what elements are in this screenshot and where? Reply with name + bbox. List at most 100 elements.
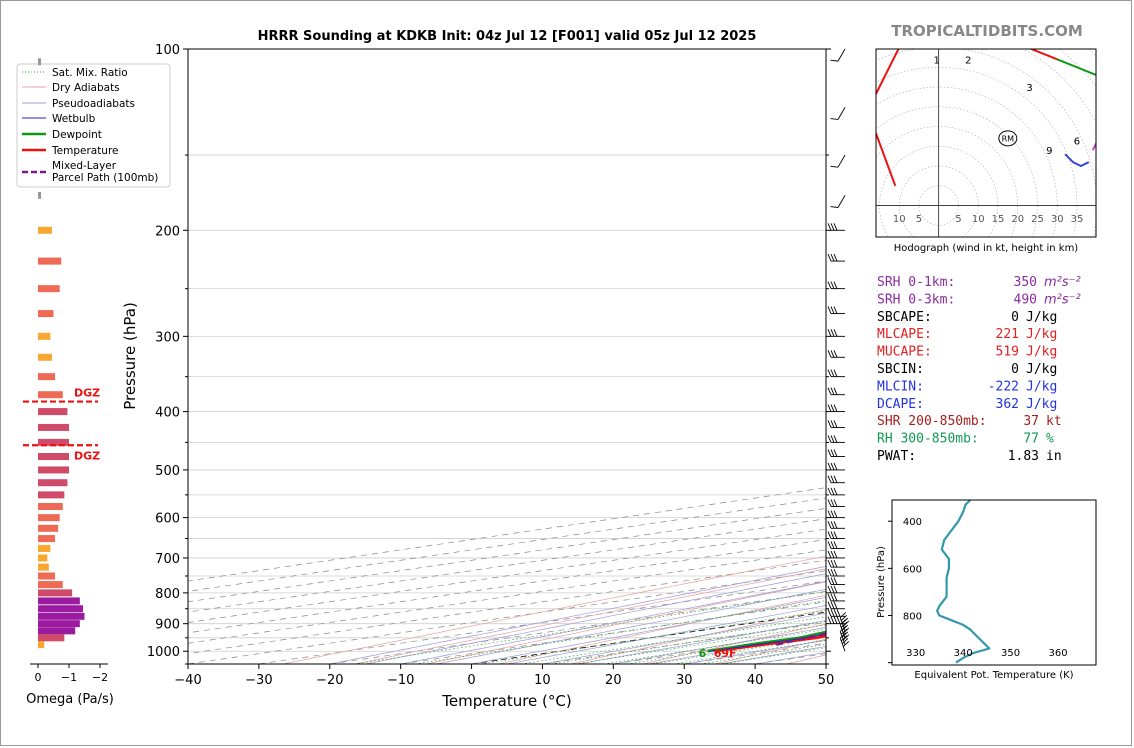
y-tick-label: 700 xyxy=(155,552,180,567)
omega-panel: DGZ DGZ 0 −1 −2 Omega (Pa/s) xyxy=(23,58,114,707)
mixing-ratio-line xyxy=(603,628,826,664)
isotherm-line xyxy=(188,487,826,582)
skewt-plot-frame xyxy=(187,48,827,665)
mixing-ratio-line xyxy=(415,600,826,664)
theta-e-y-tick-label: 400 xyxy=(903,517,922,528)
stat-unit: kt xyxy=(1046,414,1062,429)
wind-barb xyxy=(827,609,845,617)
omega-bar xyxy=(38,524,59,532)
wind-barb xyxy=(839,619,850,638)
stat-label: RH 300-850mb: xyxy=(877,432,979,447)
wind-barb xyxy=(827,223,845,231)
wind-barb xyxy=(827,281,845,290)
omega-bar xyxy=(38,332,51,340)
stat-row: MLCIN: -222 J/kg xyxy=(877,379,1057,394)
stat-label: SBCAPE: xyxy=(877,310,932,325)
x-tick-label: −30 xyxy=(245,673,272,688)
y-tick-label: 100 xyxy=(155,43,180,58)
legend-entry: Dewpoint xyxy=(22,129,102,141)
stat-row: SRH 0-3km: 490 m²s⁻² xyxy=(877,292,1081,307)
legend-box xyxy=(16,63,171,188)
dry-adiabat xyxy=(1074,49,1134,664)
y-tick-label: 400 xyxy=(155,406,180,421)
stat-unit: J/kg xyxy=(1026,310,1057,325)
stat-row: SHR 200-850mb: 37 kt xyxy=(877,414,1062,429)
hodo-height-label: 6 xyxy=(1074,136,1080,147)
stat-label: MUCAPE: xyxy=(877,345,932,360)
omega-tick-label: −2 xyxy=(92,671,108,684)
stat-label: PWAT: xyxy=(877,449,916,464)
hodo-trace xyxy=(1091,141,1096,151)
dry-adiabat xyxy=(570,608,826,664)
x-axis-label: Temperature (°C) xyxy=(441,692,571,710)
moist-adiabat xyxy=(577,620,826,664)
theta-e-panel: 330 340 350 360 400 600 800 Equivalent Pot. Tem… xyxy=(876,499,1097,681)
stat-value: 362 xyxy=(996,397,1019,412)
theta-e-y-label: Pressure (hPa) xyxy=(876,546,887,618)
wind-barb xyxy=(827,449,845,457)
mixing-ratio-line xyxy=(652,636,826,664)
stat-value: 350 xyxy=(1014,275,1037,290)
omega-bar xyxy=(38,373,56,381)
stat-row: MUCAPE: 519 J/kg xyxy=(877,345,1057,360)
wind-barb xyxy=(827,329,845,337)
wind-barb xyxy=(827,510,845,519)
omega-bar xyxy=(38,503,63,511)
hodo-frame xyxy=(875,48,1097,238)
dry-adiabat xyxy=(354,568,826,664)
storm-motion-marker xyxy=(998,130,1018,147)
y-tick-label: 300 xyxy=(155,330,180,345)
stat-value: 0 xyxy=(1011,310,1019,325)
surface-dewpoint-label: 6 xyxy=(699,647,707,660)
wind-barb xyxy=(827,435,845,443)
stat-unit: m²s⁻² xyxy=(1044,292,1081,307)
x-tick-label: −40 xyxy=(174,673,201,688)
theta-e-x-label: Equivalent Pot. Temperature (K) xyxy=(914,670,1073,681)
wind-barb xyxy=(827,531,845,540)
omega-axis-label: Omega (Pa/s) xyxy=(26,692,114,707)
hodo-ring-label: 5 xyxy=(955,214,961,225)
wind-barb xyxy=(830,48,846,62)
omega-bar xyxy=(38,191,42,199)
omega-bar xyxy=(38,572,56,580)
stat-value: 37 xyxy=(1023,414,1039,429)
x-tick-label: 50 xyxy=(818,673,835,688)
omega-bar xyxy=(38,453,69,461)
omega-bar xyxy=(38,310,54,318)
wind-barb xyxy=(827,462,845,471)
theta-e-profile xyxy=(935,499,991,664)
surface-temperature-label: 69F xyxy=(714,647,737,660)
hodo-ring-label: 25 xyxy=(1031,214,1044,225)
stat-value: -222 xyxy=(988,379,1019,394)
omega-bar xyxy=(38,605,83,613)
stat-unit: m²s⁻² xyxy=(1044,275,1081,290)
legend-label: Wetbulb xyxy=(52,113,96,125)
omega-bar xyxy=(38,257,62,265)
isotherm-line xyxy=(188,497,826,592)
site-watermark: TROPICALTIDBITS.COM xyxy=(891,22,1083,40)
mixing-ratio-line xyxy=(575,624,826,664)
stat-value: 221 xyxy=(996,327,1019,342)
hodo-ring-label: 20 xyxy=(1011,214,1024,225)
stat-label: DCAPE: xyxy=(877,397,924,412)
y-axis-label: Pressure (hPa) xyxy=(121,302,139,410)
stat-unit: in xyxy=(1046,449,1062,464)
legend-label: Parcel Path (100mb) xyxy=(52,172,158,184)
mixing-ratio-line xyxy=(480,610,826,664)
wind-barb xyxy=(827,404,845,413)
theta-e-x-tick-label: 340 xyxy=(954,648,973,659)
theta-e-x-tick-label: 350 xyxy=(1001,648,1020,659)
stat-row: DCAPE: 362 J/kg xyxy=(877,397,1057,412)
isotherm-line xyxy=(825,663,826,664)
moist-adiabat xyxy=(365,573,826,664)
stat-label: SHR 200-850mb: xyxy=(877,414,987,429)
stat-value: 77 xyxy=(1023,432,1039,447)
hodo-trace xyxy=(876,49,1058,187)
omega-bar xyxy=(38,438,69,446)
y-tick-label: 900 xyxy=(155,618,180,633)
wind-barb xyxy=(839,625,850,645)
wind-barb xyxy=(827,616,845,625)
stat-label: SRH 0-3km: xyxy=(877,292,955,307)
